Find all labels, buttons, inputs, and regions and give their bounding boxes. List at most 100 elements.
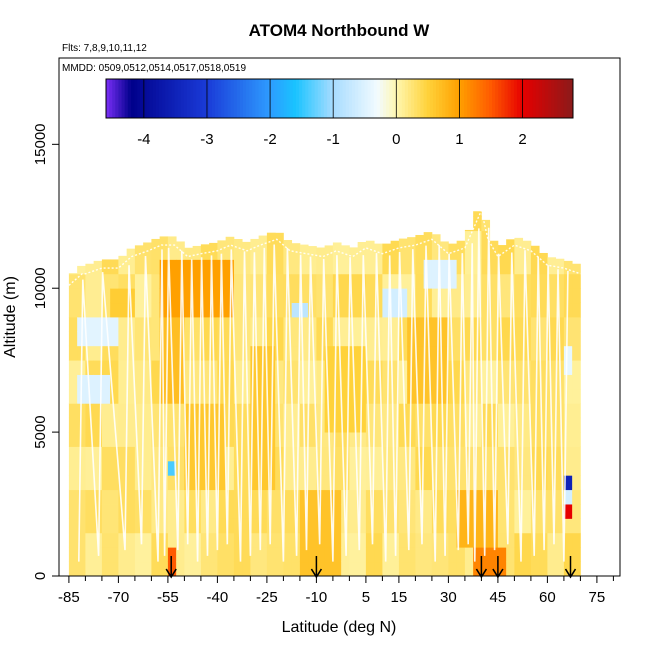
heatmap-cell	[448, 403, 458, 419]
colorbar-segment	[286, 79, 291, 118]
colorbar-segment	[407, 79, 412, 118]
heatmap-cell	[167, 504, 177, 519]
heatmap-cell	[407, 446, 416, 462]
heatmap-cell	[151, 460, 161, 476]
heatmap-cell	[250, 345, 260, 361]
heatmap-cell	[563, 417, 573, 433]
heatmap-cell	[341, 288, 350, 304]
heatmap-cell	[68, 302, 78, 318]
heatmap-cell	[398, 518, 408, 534]
heatmap-cell	[473, 504, 482, 519]
heatmap-cell	[349, 417, 359, 433]
heatmap-cell	[159, 317, 169, 332]
heatmap-cell	[341, 302, 350, 318]
heatmap-cell	[151, 561, 161, 577]
heatmap-cell	[530, 317, 540, 332]
heatmap-cell	[382, 374, 392, 390]
heatmap-cell	[473, 460, 482, 476]
heatmap-cell	[448, 446, 458, 462]
heatmap-cell	[77, 302, 86, 318]
heatmap-cell	[506, 475, 515, 491]
heatmap-cell	[572, 417, 581, 433]
heatmap-cell	[159, 273, 169, 289]
heatmap-cell	[440, 360, 449, 375]
heatmap-cell	[357, 561, 367, 577]
flight-tracks	[68, 208, 581, 562]
heatmap-cell	[176, 432, 185, 447]
heatmap-cell	[530, 302, 540, 318]
heatmap-cell	[85, 532, 95, 548]
heatmap-cell	[299, 547, 309, 563]
heatmap-cell	[209, 518, 218, 534]
heatmap-cell	[365, 240, 375, 246]
heatmap-cell	[456, 259, 466, 275]
heatmap-cell	[242, 388, 251, 404]
heatmap-cell	[522, 460, 532, 476]
heatmap-cell	[374, 489, 383, 505]
heatmap-cell	[68, 374, 78, 390]
heatmap-cell	[407, 273, 416, 289]
heatmap-cell	[365, 374, 375, 390]
heatmap-cell	[126, 446, 136, 462]
heatmap-cell	[118, 432, 128, 447]
heatmap-cell	[184, 403, 194, 419]
heatmap-cell	[167, 388, 177, 404]
heatmap-cell	[497, 460, 507, 476]
heatmap-cell	[299, 532, 309, 548]
heatmap-cell	[184, 532, 194, 548]
colorbar-segment	[190, 79, 194, 118]
heatmap-cell	[440, 273, 449, 289]
heatmap-cell	[299, 345, 309, 361]
heatmap-cell	[192, 245, 202, 260]
heatmap-cell	[332, 547, 342, 563]
heatmap-cell	[93, 518, 103, 534]
heatmap-cell	[68, 561, 78, 577]
heatmap-cell	[134, 561, 144, 577]
heatmap-cell	[209, 288, 218, 304]
heatmap-cell	[407, 417, 416, 433]
heatmap-cell	[448, 331, 458, 347]
heatmap-cell	[283, 475, 293, 491]
heatmap-cell	[324, 259, 334, 275]
heatmap-cell	[77, 561, 86, 577]
heatmap-cell	[522, 489, 532, 505]
heatmap-cell	[258, 504, 268, 519]
heatmap-cell	[349, 489, 359, 505]
heatmap-cell	[506, 446, 515, 462]
colorbar-tick-label: 0	[392, 131, 400, 148]
heatmap-cell	[143, 360, 152, 375]
heatmap-cell	[341, 460, 350, 476]
heatmap-cell	[118, 288, 128, 304]
heatmap-cell	[266, 317, 276, 332]
heatmap-cell	[250, 317, 260, 332]
heatmap-cell	[365, 245, 375, 260]
heatmap-cell	[209, 302, 218, 318]
x-tick-label: 5	[362, 589, 370, 606]
heatmap-cell	[167, 288, 177, 304]
heatmap-cell	[547, 561, 557, 577]
heatmap-cell	[200, 547, 210, 563]
heatmap-cell	[522, 374, 532, 390]
heatmap-cell	[225, 475, 235, 491]
heatmap-cell	[522, 446, 532, 462]
heatmap-cell	[110, 302, 119, 318]
heatmap-cell	[332, 432, 342, 447]
colorbar-segment	[557, 79, 562, 118]
heatmap-cell	[497, 547, 507, 563]
heatmap-cell	[233, 417, 243, 433]
heatmap-cell	[415, 561, 425, 577]
heatmap-cell	[415, 489, 425, 505]
heatmap-cell	[85, 331, 95, 347]
colorbar-segment	[162, 79, 166, 118]
heatmap-cell	[489, 331, 499, 347]
colorbar-segment	[261, 79, 266, 118]
heatmap-cell	[572, 288, 581, 304]
flights-subtitle: Flts: 7,8,9,10,11,12	[62, 43, 147, 54]
heatmap-cell	[266, 374, 276, 390]
heatmap-cell	[547, 259, 557, 275]
heatmap-cell	[266, 302, 276, 318]
colorbar-segment	[314, 79, 319, 118]
heatmap-cell	[266, 273, 276, 289]
heatmap-cell	[176, 532, 185, 548]
heatmap-cell	[233, 446, 243, 462]
